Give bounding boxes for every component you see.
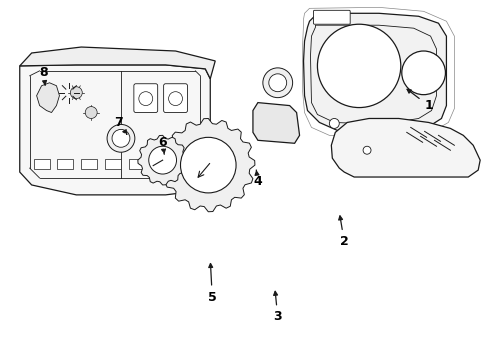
Circle shape <box>149 146 176 174</box>
Bar <box>153 159 169 169</box>
Text: 2: 2 <box>339 216 348 248</box>
Circle shape <box>85 107 97 118</box>
Circle shape <box>263 68 293 98</box>
Bar <box>129 159 145 169</box>
Circle shape <box>107 125 135 152</box>
FancyBboxPatch shape <box>134 84 158 113</box>
Circle shape <box>363 146 371 154</box>
Circle shape <box>318 24 401 108</box>
Text: 7: 7 <box>115 116 127 134</box>
Polygon shape <box>303 13 446 132</box>
Bar <box>176 159 193 169</box>
Text: 5: 5 <box>208 264 217 303</box>
Polygon shape <box>331 118 480 177</box>
Polygon shape <box>20 47 215 79</box>
Polygon shape <box>138 135 188 185</box>
Circle shape <box>112 129 130 147</box>
Text: 6: 6 <box>158 136 167 154</box>
Bar <box>81 159 97 169</box>
Polygon shape <box>162 118 255 212</box>
FancyBboxPatch shape <box>164 84 188 113</box>
Bar <box>57 159 74 169</box>
Circle shape <box>180 137 236 193</box>
Bar <box>105 159 121 169</box>
FancyBboxPatch shape <box>314 10 350 24</box>
Circle shape <box>402 51 445 95</box>
Text: 3: 3 <box>273 291 282 323</box>
Polygon shape <box>20 65 210 195</box>
Bar <box>34 159 49 169</box>
Text: 4: 4 <box>253 170 262 189</box>
Polygon shape <box>253 103 299 143</box>
Circle shape <box>329 118 339 129</box>
Polygon shape <box>311 25 437 123</box>
Text: 8: 8 <box>39 66 48 85</box>
Text: 1: 1 <box>407 89 433 112</box>
Circle shape <box>269 74 287 92</box>
Polygon shape <box>37 83 59 113</box>
Circle shape <box>71 87 82 99</box>
